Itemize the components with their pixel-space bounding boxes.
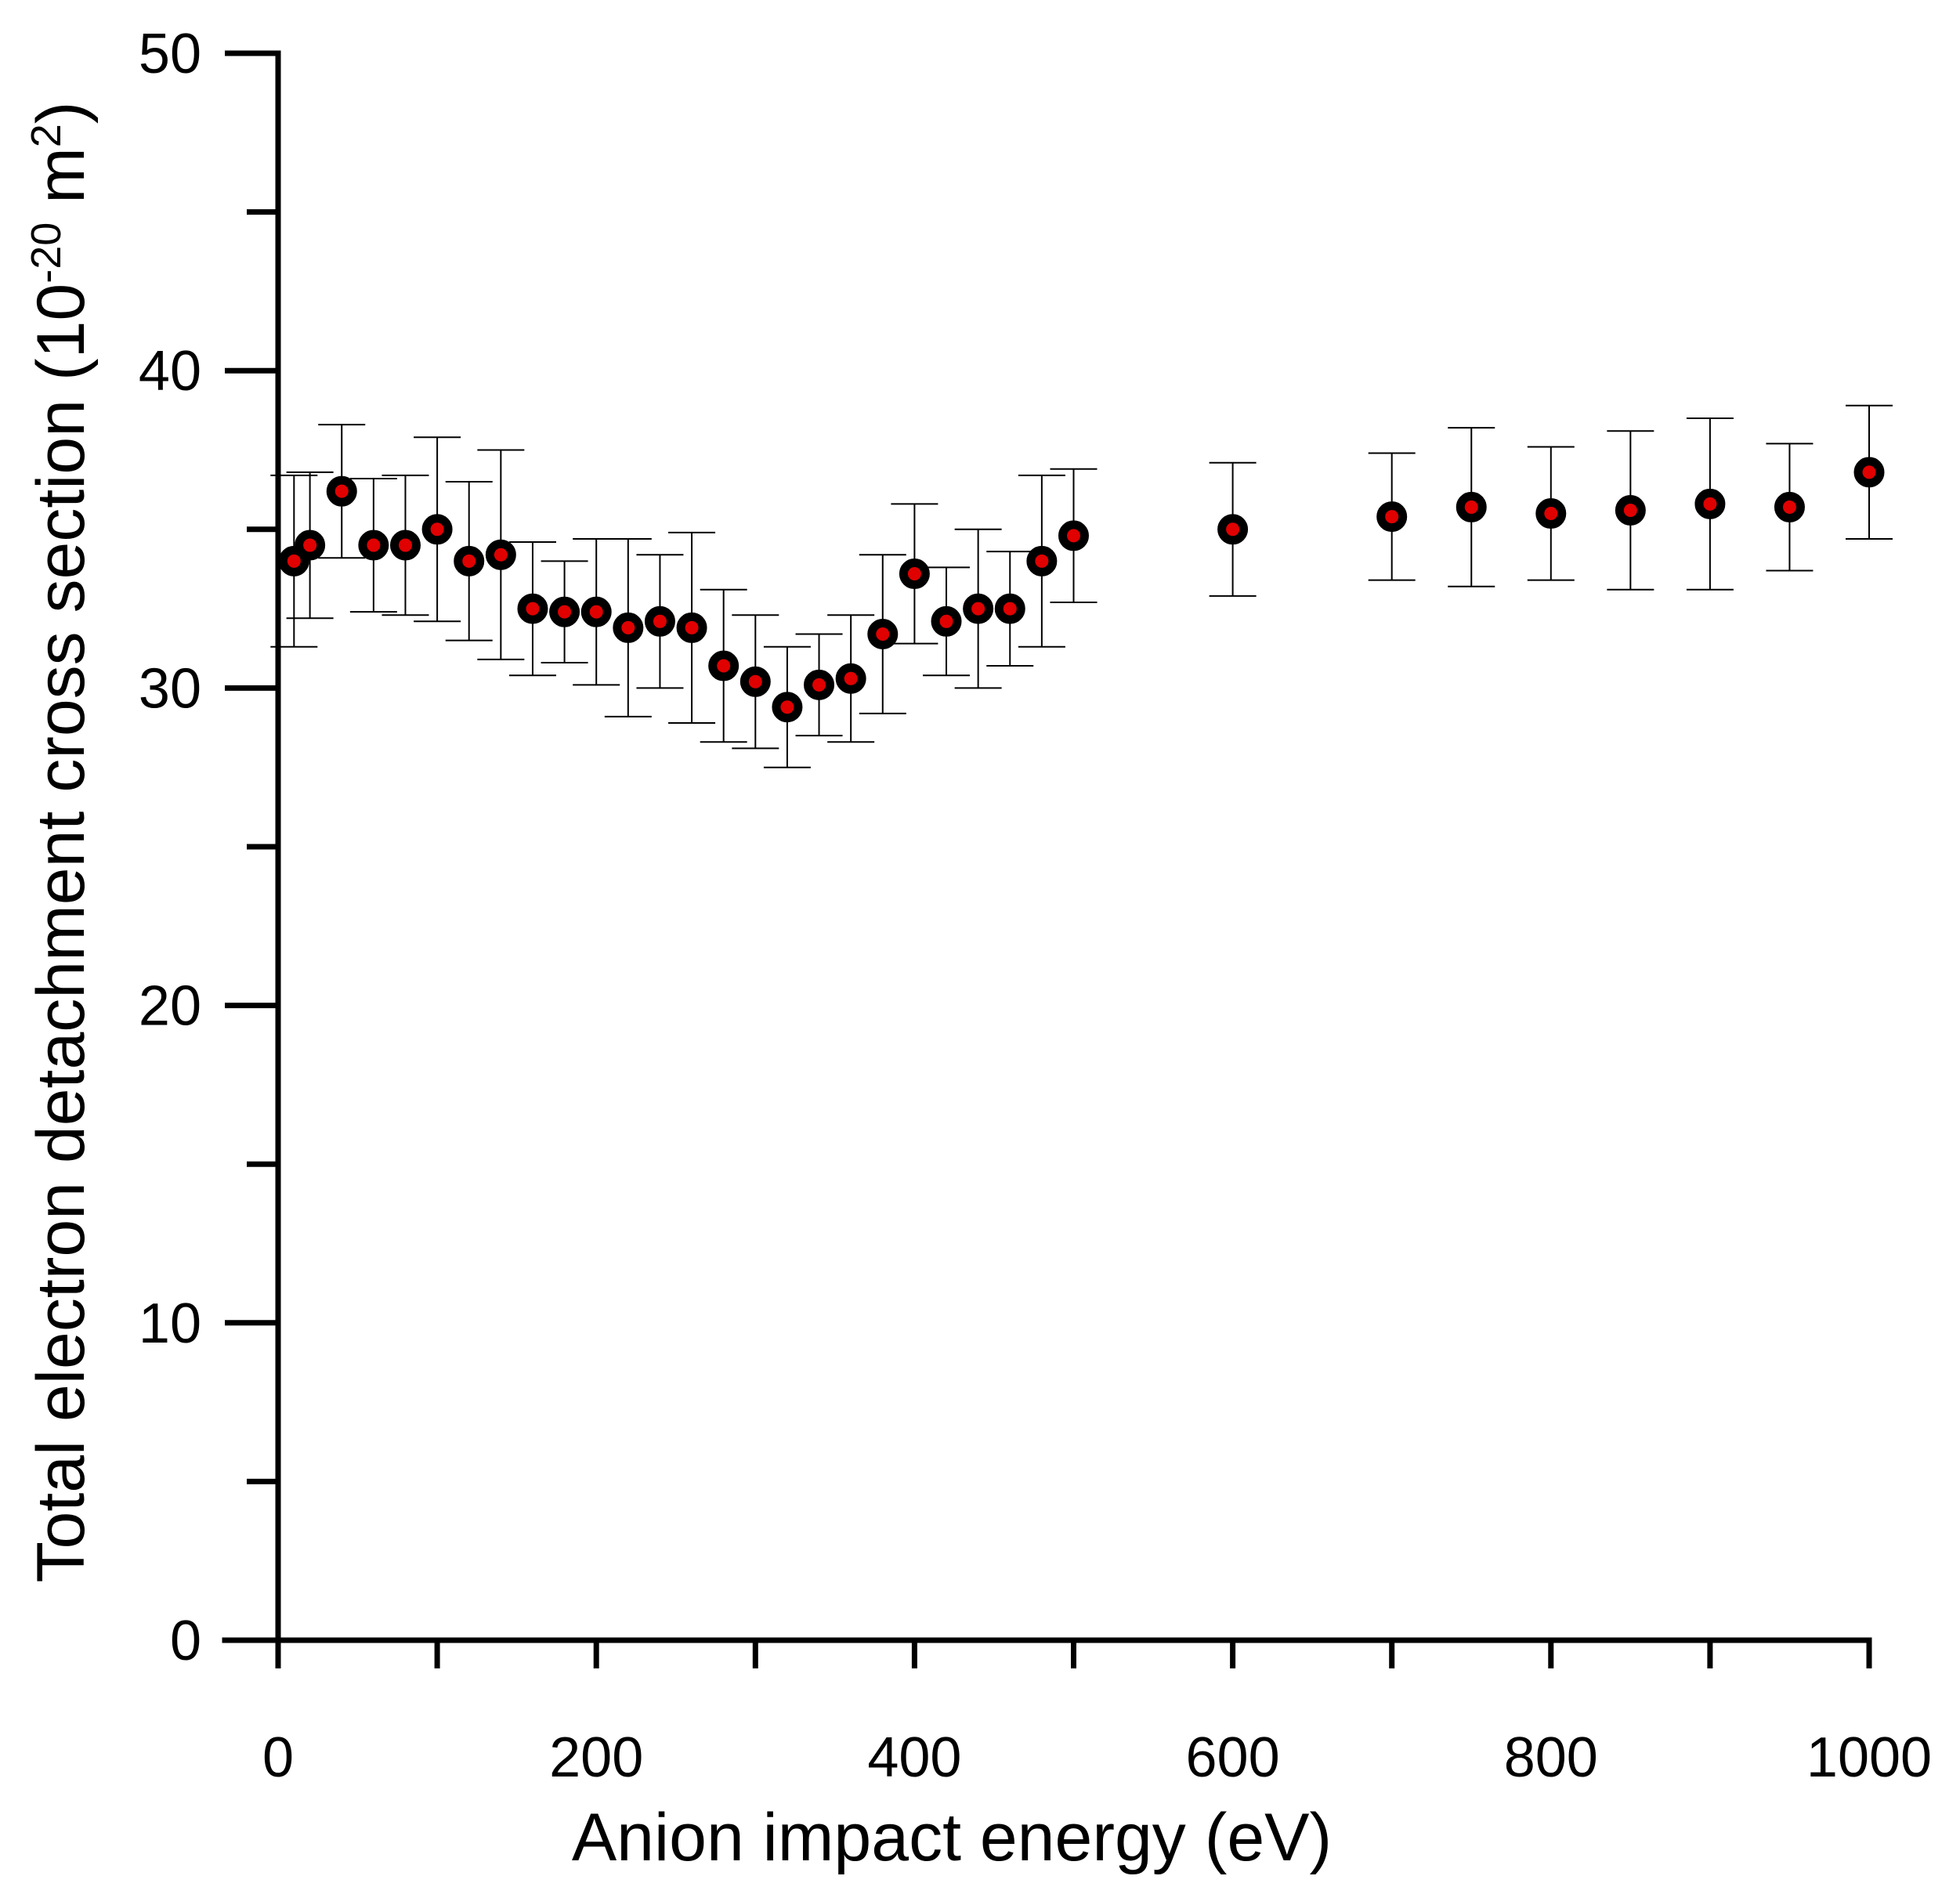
data-point bbox=[485, 539, 516, 570]
y-axis-title-unit-exponent: 2 bbox=[23, 124, 70, 147]
data-point bbox=[676, 612, 707, 643]
data-point bbox=[358, 530, 389, 561]
x-ticks: 0 200 400 600 800 1000 bbox=[262, 1640, 1932, 1789]
data-point bbox=[454, 545, 485, 577]
data-point bbox=[772, 692, 803, 723]
x-tick-label: 800 bbox=[1504, 1726, 1598, 1789]
data-point bbox=[1456, 491, 1487, 522]
y-ticks: 0 10 20 30 40 50 bbox=[139, 23, 278, 1672]
data-point bbox=[835, 663, 866, 694]
error-bars bbox=[270, 404, 1893, 768]
data-point bbox=[644, 605, 675, 637]
data-point bbox=[931, 605, 962, 637]
data-markers bbox=[278, 457, 1885, 723]
data-point bbox=[899, 558, 930, 590]
y-axis-title: Total electron detachment cross section … bbox=[23, 101, 99, 1582]
data-point bbox=[804, 669, 835, 700]
data-point bbox=[1217, 514, 1249, 545]
data-point bbox=[1615, 494, 1646, 526]
data-point bbox=[613, 612, 644, 643]
data-point bbox=[1058, 520, 1089, 551]
data-point bbox=[994, 593, 1025, 624]
data-point bbox=[867, 619, 899, 650]
data-point bbox=[740, 666, 771, 697]
data-point bbox=[1376, 501, 1408, 533]
x-tick-label: 400 bbox=[867, 1726, 961, 1789]
data-point bbox=[963, 593, 994, 624]
data-point bbox=[1694, 488, 1726, 519]
x-tick-label: 1000 bbox=[1806, 1726, 1932, 1789]
y-tick-label: 0 bbox=[170, 1610, 201, 1672]
y-axis-title-suffix: ) bbox=[24, 101, 99, 124]
data-point bbox=[295, 530, 326, 561]
data-point bbox=[421, 514, 453, 545]
y-tick-label: 10 bbox=[139, 1292, 201, 1355]
y-axis-title-prefix: Total electron detachment cross section … bbox=[24, 284, 99, 1583]
data-point bbox=[1026, 545, 1058, 577]
x-tick-label: 200 bbox=[549, 1726, 643, 1789]
data-point bbox=[549, 596, 580, 627]
data-point bbox=[708, 650, 740, 681]
y-tick-label: 50 bbox=[139, 23, 201, 85]
data-point bbox=[517, 593, 548, 624]
x-axis-title: Anion impact energy (eV) bbox=[572, 1800, 1332, 1875]
y-axis-title-exponent: -20 bbox=[23, 222, 70, 284]
data-point bbox=[1535, 498, 1567, 530]
data-point bbox=[1774, 491, 1805, 522]
x-tick-label: 600 bbox=[1186, 1726, 1280, 1789]
axes: 0 10 20 30 40 50 0 200 400 600 800 1000 bbox=[139, 23, 1932, 1789]
data-point bbox=[1853, 457, 1885, 488]
data-point bbox=[326, 475, 357, 507]
data-point bbox=[580, 596, 612, 627]
data-point bbox=[389, 530, 421, 561]
x-tick-label: 0 bbox=[262, 1726, 294, 1789]
y-tick-label: 20 bbox=[139, 975, 201, 1038]
y-axis-title-unit: m bbox=[24, 147, 99, 222]
y-tick-label: 30 bbox=[139, 657, 201, 720]
y-tick-label: 40 bbox=[139, 340, 201, 403]
